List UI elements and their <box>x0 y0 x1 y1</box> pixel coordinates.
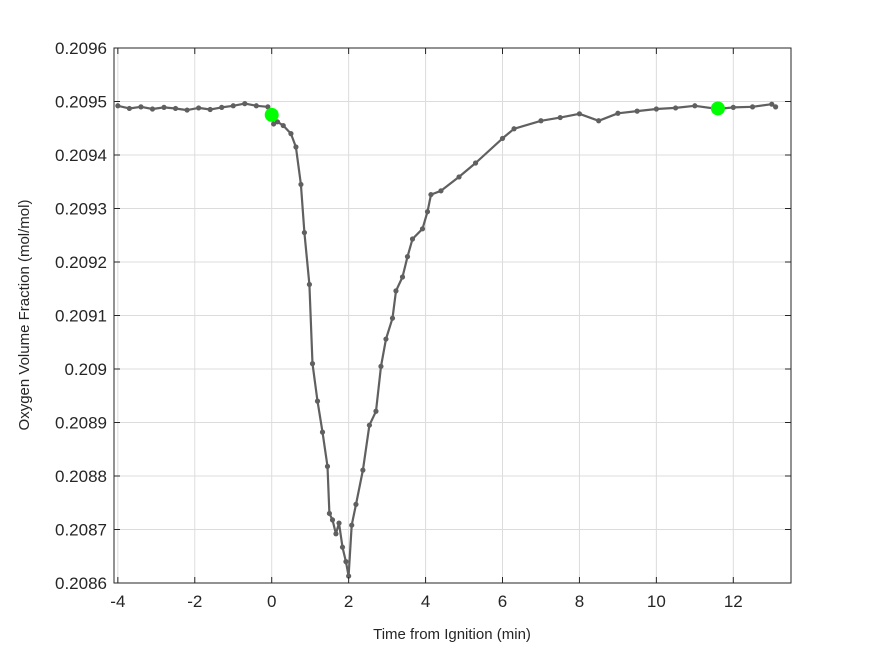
data-point <box>242 101 248 107</box>
data-point <box>339 544 346 550</box>
data-point <box>428 191 434 198</box>
data-point <box>333 531 339 537</box>
x-tick-label: -2 <box>187 592 202 611</box>
data-point <box>149 106 156 112</box>
ticks: -4 -2 0 2 4 6 8 10 12 0.2086 0.2087 0.2088 0.2089 0.2… <box>55 39 791 611</box>
data-point <box>219 104 225 110</box>
data-point <box>399 274 406 280</box>
data-point <box>366 422 373 428</box>
data-point <box>314 398 321 404</box>
y-tick-label: 0.2086 <box>55 574 107 593</box>
x-tick-label: -4 <box>110 592 125 611</box>
data-point <box>409 236 416 242</box>
x-axis-label: Time from Ignition (min) <box>373 626 531 643</box>
x-tick-label: 4 <box>421 592 430 611</box>
y-tick-label: 0.2087 <box>55 521 107 540</box>
data-point <box>115 103 121 109</box>
data-point <box>456 174 462 180</box>
data-point <box>288 131 294 137</box>
data-point <box>438 188 444 194</box>
data-point <box>184 107 190 113</box>
data-point <box>730 104 736 110</box>
data-point <box>280 122 286 129</box>
y-axis-label: Oxygen Volume Fraction (mol/mol) <box>16 200 33 431</box>
data-point <box>538 118 544 124</box>
data-point <box>634 108 640 114</box>
data-point <box>499 135 506 142</box>
data-point <box>326 510 333 517</box>
grid <box>114 47 791 584</box>
data-point <box>138 104 144 110</box>
data-point <box>378 363 384 369</box>
x-tick-label: 0 <box>267 592 276 611</box>
data-point <box>346 573 352 579</box>
data-point <box>389 315 396 321</box>
data-point <box>360 467 366 473</box>
data-point <box>336 520 342 526</box>
data-point <box>230 103 236 109</box>
data-point <box>319 429 326 435</box>
data-point <box>424 209 431 215</box>
data-point <box>274 119 281 125</box>
data-point <box>773 104 779 110</box>
x-tick-label: 10 <box>647 592 666 611</box>
x-tick-label: 6 <box>498 592 507 611</box>
data-point <box>749 104 756 110</box>
data-point <box>615 110 621 116</box>
y-tick-label: 0.2093 <box>55 200 107 219</box>
data-point <box>349 522 355 528</box>
y-tick-label: 0.2094 <box>55 146 107 165</box>
y-tick-label: 0.209 <box>64 360 107 379</box>
data-point <box>353 501 359 507</box>
data-point <box>306 281 313 288</box>
x-tick-label: 2 <box>344 592 353 611</box>
data-point <box>172 105 179 112</box>
data-point <box>419 226 426 232</box>
data-point <box>472 160 479 166</box>
data-point <box>653 106 659 112</box>
data-point <box>324 463 331 469</box>
series-line <box>117 102 777 578</box>
data-point <box>769 101 775 107</box>
x-tick-label: 8 <box>575 592 584 611</box>
y-tick-label: 0.2096 <box>55 39 107 58</box>
data-point <box>271 121 277 127</box>
data-point <box>596 118 602 124</box>
data-point <box>373 408 379 414</box>
data-point <box>329 517 336 523</box>
y-tick-label: 0.2095 <box>55 93 107 112</box>
y-tick-label: 0.2091 <box>55 307 107 326</box>
data-point <box>393 288 399 294</box>
y-tick-label: 0.2088 <box>55 467 107 486</box>
data-point <box>343 559 349 565</box>
data-point <box>301 229 308 236</box>
data-point <box>309 361 316 367</box>
y-tick-label: 0.2092 <box>55 253 107 272</box>
data-point <box>673 105 679 111</box>
data-point <box>576 111 583 117</box>
data-point <box>161 104 167 110</box>
data-point <box>298 181 304 188</box>
data-point <box>692 103 698 109</box>
data-point <box>196 105 202 111</box>
y-tick-label: 0.2089 <box>55 414 107 433</box>
x-tick-label: 12 <box>724 592 743 611</box>
highlight-layer <box>264 101 725 122</box>
data-point <box>253 103 259 109</box>
highlight-marker <box>710 101 725 116</box>
data-point <box>293 144 299 150</box>
data-point <box>265 104 271 110</box>
data-point <box>383 336 389 342</box>
data-point <box>557 114 563 121</box>
data-point <box>126 105 132 112</box>
data-point <box>404 254 411 260</box>
data-point <box>207 106 213 113</box>
data-point <box>511 126 517 132</box>
highlight-marker <box>264 107 279 122</box>
series-layer <box>115 101 779 579</box>
